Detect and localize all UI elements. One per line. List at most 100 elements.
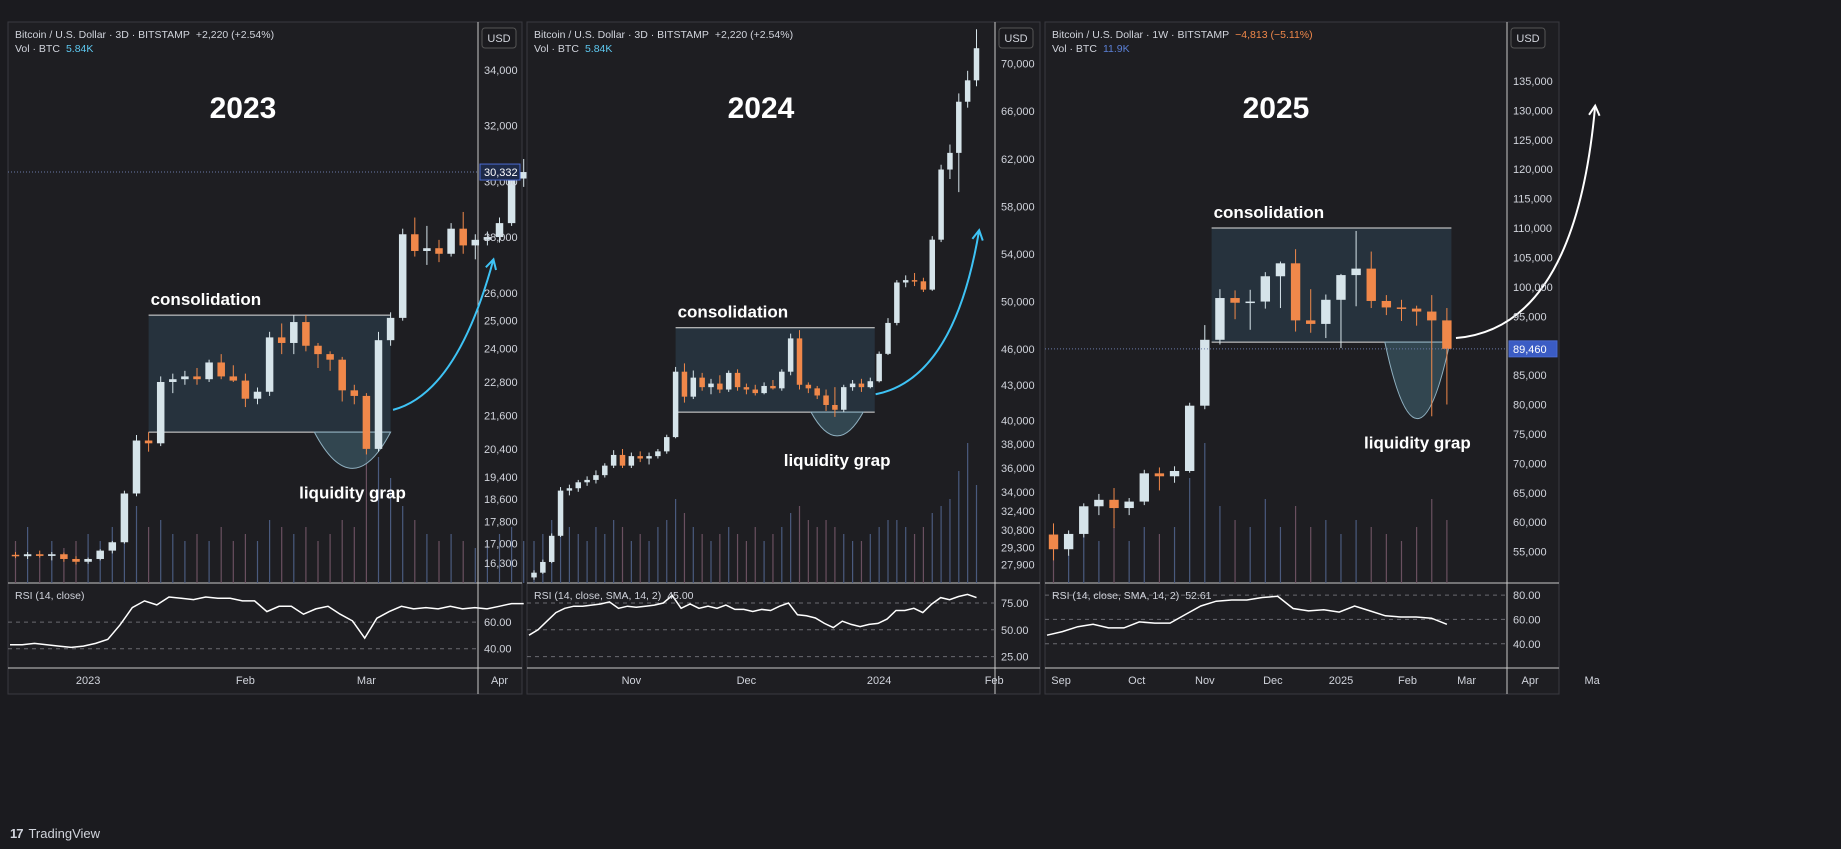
currency-label: USD: [487, 33, 510, 45]
chart-panel-2025: consolidation liquidity grap 2025 Bitcoin /…: [1044, 21, 1601, 695]
symbol-header: Bitcoin / U.S. Dollar · 1W · BITSTAMP −4,…: [1052, 29, 1313, 41]
candle: [867, 381, 874, 388]
footer-brand[interactable]: TradingView: [28, 825, 101, 841]
price-tick-label: 50,000: [1001, 297, 1035, 309]
volume-bar: [595, 527, 597, 583]
candle: [1306, 320, 1316, 324]
candle: [1396, 307, 1407, 309]
candle: [584, 479, 590, 483]
rsi-tick-label: 40.00: [1513, 639, 1541, 651]
candle: [217, 362, 225, 377]
candle: [241, 380, 250, 399]
volume-bar: [825, 520, 827, 583]
price-tick-label: 18,600: [484, 494, 518, 506]
volume-bar: [604, 534, 606, 583]
time-tick-label: Oct: [1128, 675, 1145, 687]
candle: [193, 376, 201, 380]
rsi-tick-label: 60.00: [484, 617, 512, 629]
volume-bar: [123, 513, 125, 583]
price-tick-label: 28,000: [484, 232, 518, 244]
volume-bar: [772, 534, 774, 583]
candle: [1381, 300, 1392, 308]
currency-button-frame: [1510, 27, 1546, 49]
chart-title: 2024: [728, 92, 795, 125]
candle: [947, 152, 953, 170]
candle: [205, 362, 213, 380]
candle: [885, 322, 891, 354]
volume-bar: [256, 541, 259, 583]
price-tick-label: 36,000: [1001, 463, 1035, 475]
volume-bar: [1431, 499, 1433, 583]
candle: [1275, 263, 1286, 277]
volume-bar: [329, 534, 331, 583]
volume-bar: [834, 527, 836, 583]
candle: [690, 377, 697, 397]
volume-bar: [931, 513, 933, 583]
volume-bar: [377, 457, 380, 583]
footer: 17 TradingView: [10, 823, 100, 843]
price-change: −4,813 (−5.11%): [1235, 29, 1312, 41]
volume-bar: [160, 520, 162, 583]
rsi-tick-label: 40.00: [484, 644, 512, 656]
candle: [593, 475, 599, 480]
rsi-pane: 60.00 40.00 RSI (14, close): [8, 590, 524, 656]
time-axis: 2023 Feb Mar Apr: [76, 675, 509, 687]
candle: [743, 387, 750, 390]
candle: [374, 340, 383, 449]
candle: [1351, 268, 1361, 276]
candle: [48, 554, 56, 556]
candle: [447, 228, 455, 254]
currency-button-frame: [998, 27, 1034, 49]
candle: [1169, 470, 1180, 477]
last-price-tag: [1508, 340, 1558, 358]
volume-bar: [790, 513, 792, 583]
price-tick-label: 110,000: [1513, 223, 1552, 235]
volume-bar: [736, 534, 739, 583]
candles: [11, 159, 528, 565]
volume-bar: [486, 541, 488, 583]
candle: [1200, 339, 1210, 406]
volume-bar: [1294, 506, 1297, 583]
candle: [894, 282, 900, 323]
time-tick-label: Dec: [737, 675, 757, 687]
price-tick-label: 65,000: [1513, 488, 1547, 500]
volume-bar: [905, 527, 907, 583]
candle: [96, 550, 104, 559]
candle: [761, 385, 767, 394]
candle: [1124, 501, 1134, 509]
candle: [566, 488, 573, 491]
candle: [423, 248, 431, 251]
volume-bar: [630, 541, 632, 583]
candle: [1442, 320, 1452, 349]
currency-button[interactable]: USD: [481, 27, 517, 49]
currency-button[interactable]: USD: [1510, 27, 1546, 49]
volume-bar: [1400, 541, 1403, 583]
candle: [602, 465, 608, 476]
consolidation-label: consolidation: [151, 290, 262, 309]
volume-bar: [958, 471, 960, 583]
volume-value: 11.9K: [1103, 43, 1130, 55]
candle: [1063, 533, 1074, 550]
volume-bar: [1249, 527, 1251, 583]
price-tick-label: 43,000: [1001, 380, 1035, 392]
candle: [1427, 311, 1437, 321]
candle: [814, 388, 820, 396]
consolidation-box: [1211, 228, 1452, 343]
candles: [1048, 230, 1452, 561]
volume-bar: [1173, 527, 1176, 583]
symbol-header: Bitcoin / U.S. Dollar · 3D · BITSTAMP +2,…: [15, 29, 274, 41]
candle: [540, 561, 546, 573]
candle: [411, 234, 419, 251]
currency-label: USD: [1516, 33, 1539, 45]
candle: [876, 353, 882, 382]
last-price-tag: [479, 163, 521, 181]
currency-button[interactable]: USD: [998, 27, 1034, 49]
volume-bar: [798, 506, 801, 583]
candle: [858, 383, 865, 388]
candle: [1321, 299, 1331, 324]
volume-bar: [648, 541, 650, 583]
candle: [823, 395, 829, 405]
candle: [681, 371, 688, 397]
price-tick-label: 95,000: [1513, 311, 1547, 323]
candle: [11, 554, 20, 557]
